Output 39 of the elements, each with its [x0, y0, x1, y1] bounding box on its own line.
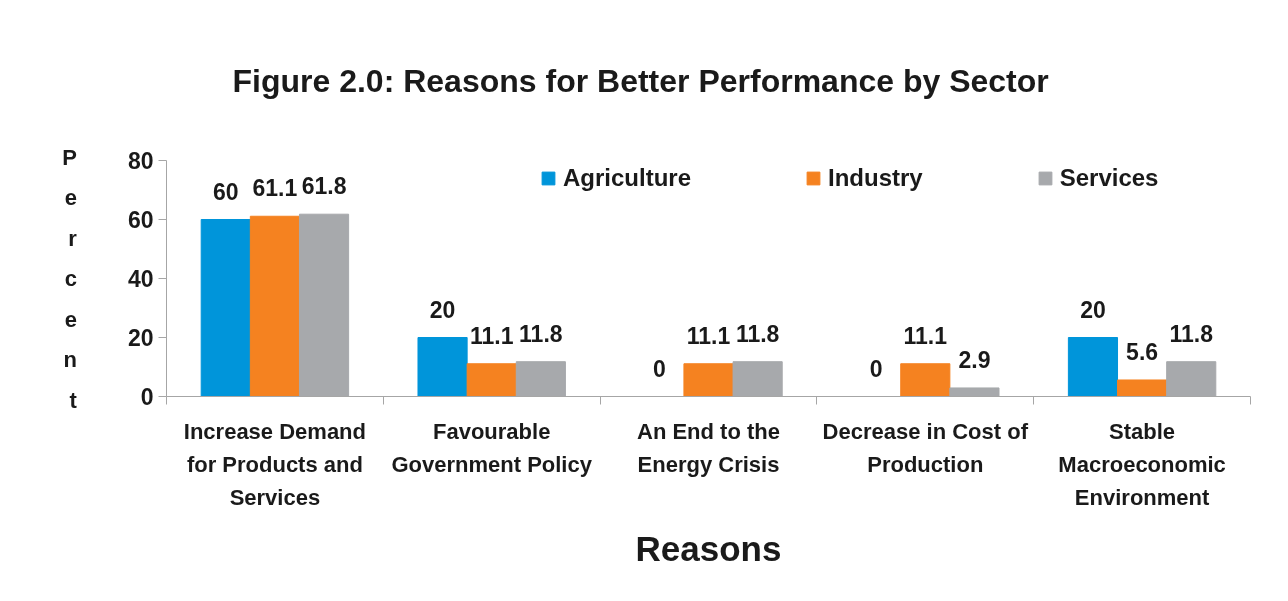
x-tick-label: Increase Demand for Products and Services	[183, 418, 366, 510]
legend-label: Agriculture	[563, 164, 692, 192]
y-tick-label: 20	[127, 325, 154, 351]
y-tick-label: 40	[127, 266, 154, 292]
bar	[249, 215, 300, 397]
data-label: 0	[652, 355, 666, 382]
y-tick-label: 60	[127, 207, 154, 233]
bar	[1067, 337, 1119, 397]
data-label: 11.1	[903, 322, 948, 349]
x-tick-label: Stable Macroeconomic Environment	[1058, 418, 1226, 510]
x-tick-label: Favourable Government Policy	[391, 418, 593, 477]
y-tick-label: 80	[127, 148, 154, 174]
data-label: 60	[212, 178, 239, 205]
data-label: 20	[1080, 296, 1106, 323]
data-label: 11.1	[686, 322, 731, 349]
bar	[1117, 379, 1168, 397]
data-label: 61.1	[252, 175, 298, 202]
y-axis-title: Percent	[62, 144, 78, 413]
data-label: 11.8	[735, 320, 780, 347]
data-label: 11.1	[469, 322, 514, 349]
y-tick-label: 0	[140, 384, 154, 410]
data-label: 0	[869, 355, 883, 382]
legend-label: Services	[1059, 164, 1159, 192]
x-axis-title: Reasons	[635, 528, 782, 568]
x-tick-label: Decrease in Cost of Production	[822, 418, 1029, 477]
legend-label: Industry	[828, 164, 923, 192]
data-label: 11.8	[1169, 320, 1214, 347]
bar	[466, 363, 517, 397]
bar	[417, 337, 468, 397]
data-label: 11.8	[519, 320, 563, 347]
chart-title: Figure 2.0: Reasons for Better Performance by Sector	[232, 62, 1049, 99]
data-label: 5.6	[1126, 338, 1159, 365]
data-label: 2.9	[958, 346, 991, 373]
bar	[683, 363, 734, 397]
bar	[900, 363, 951, 397]
data-label: 20	[429, 296, 456, 323]
data-label: 61.8	[301, 173, 347, 200]
x-tick-label: An End to the Energy Crisis	[637, 418, 780, 477]
bar	[200, 219, 251, 397]
